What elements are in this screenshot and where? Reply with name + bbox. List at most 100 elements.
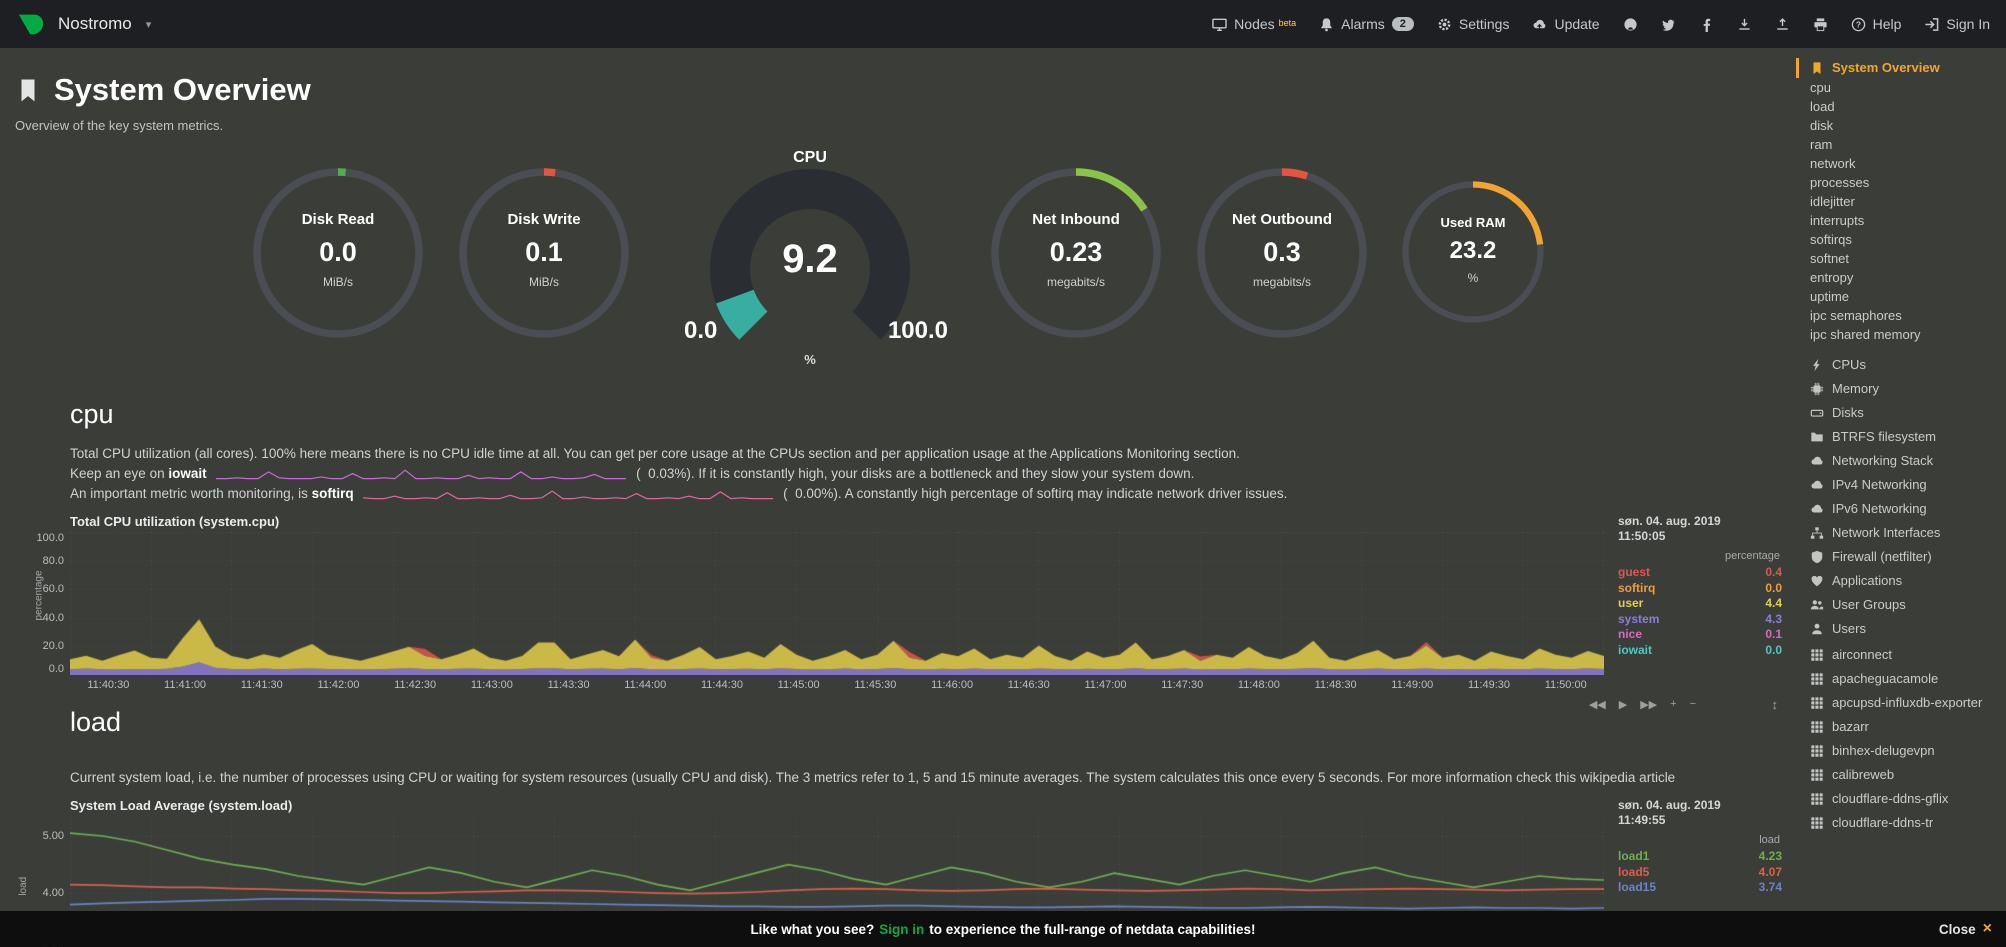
sidebar-section-ipv6-networking[interactable]: IPv6 Networking xyxy=(1796,497,2002,521)
github-button[interactable] xyxy=(1623,17,1638,32)
gauge-disk-write[interactable]: Disk Write 0.1 MiB/s xyxy=(454,163,634,343)
sidebar-item-label: idlejitter xyxy=(1810,193,1855,209)
host-selector[interactable]: Nostromo ▾ xyxy=(16,9,151,39)
sidebar-section-ipv4-networking[interactable]: IPv4 Networking xyxy=(1796,473,2002,497)
legend-row-guest[interactable]: guest 0.4 xyxy=(1618,565,1782,581)
sidebar-item-uptime[interactable]: uptime xyxy=(1796,287,2002,306)
legend-series-value: 4.07 xyxy=(1758,864,1782,879)
legend-row-iowait[interactable]: iowait 0.0 xyxy=(1618,643,1782,659)
facebook-button[interactable] xyxy=(1699,17,1714,32)
shield-icon xyxy=(1810,550,1824,564)
sidebar-item-load[interactable]: load xyxy=(1796,97,2002,116)
sidebar-section-btrfs-filesystem[interactable]: BTRFS filesystem xyxy=(1796,425,2002,449)
x-tick-label: 11:41:00 xyxy=(164,679,207,691)
banner-text: Like what you see? xyxy=(750,921,875,937)
settings-button[interactable]: Settings xyxy=(1437,16,1509,32)
gauge-ring xyxy=(1197,168,1367,338)
sidebar-item-system-overview[interactable]: System Overview xyxy=(1796,58,2002,78)
zoom-in-button[interactable]: + xyxy=(1670,698,1677,710)
gauge-value: 0.1 xyxy=(525,237,563,267)
cloud-update-icon xyxy=(1532,17,1547,32)
y-tick-label: 60.0 xyxy=(42,583,64,596)
gauge-disk-read[interactable]: Disk Read 0.0 MiB/s xyxy=(248,163,428,343)
sidebar-section-networking-stack[interactable]: Networking Stack xyxy=(1796,449,2002,473)
sidebar-app-binhex-delugevpn[interactable]: binhex-delugevpn xyxy=(1796,739,2002,763)
zoom-out-button[interactable]: − xyxy=(1689,698,1696,710)
softirq-sparkline-chart[interactable] xyxy=(363,488,773,501)
sidebar-app-calibreweb[interactable]: calibreweb xyxy=(1796,763,2002,787)
gauge-ring xyxy=(1402,181,1544,323)
update-button[interactable]: Update xyxy=(1532,16,1600,32)
banner-close-button[interactable]: Close × xyxy=(1939,920,1992,938)
sidebar-app-bazarr[interactable]: bazarr xyxy=(1796,715,2002,739)
page-title-text: System Overview xyxy=(54,72,311,107)
sidebar-app-label: bazarr xyxy=(1832,719,1869,734)
nodes-button[interactable]: Nodes beta xyxy=(1212,16,1296,32)
export-button[interactable] xyxy=(1775,17,1790,32)
cpu-chart-canvas[interactable] xyxy=(70,532,1604,675)
sidebar-item-softirqs[interactable]: softirqs xyxy=(1796,230,2002,249)
print-button[interactable] xyxy=(1813,17,1828,32)
sidebar-app-cloudflare-ddns-gflix[interactable]: cloudflare-ddns-gflix xyxy=(1796,787,2002,811)
sidebar-item-entropy[interactable]: entropy xyxy=(1796,268,2002,287)
y-tick-label: 40.0 xyxy=(42,611,64,624)
x-tick-label: 11:45:30 xyxy=(854,679,897,691)
legend-row-system[interactable]: system 4.3 xyxy=(1618,612,1782,628)
help-button[interactable]: Help xyxy=(1851,16,1901,32)
sidebar-section-network-interfaces[interactable]: Network Interfaces xyxy=(1796,521,2002,545)
port-icon xyxy=(1810,526,1824,540)
y-tick-label: 5.00 xyxy=(42,830,64,842)
sidebar-item-interrupts[interactable]: interrupts xyxy=(1796,211,2002,230)
sidebar-section-firewall-netfilter-[interactable]: Firewall (netfilter) xyxy=(1796,545,2002,569)
sidebar-item-disk[interactable]: disk xyxy=(1796,116,2002,135)
legend-series-name: softirq xyxy=(1618,580,1656,595)
alarms-button[interactable]: Alarms 2 xyxy=(1319,16,1414,32)
sidebar-item-idlejitter[interactable]: idlejitter xyxy=(1796,192,2002,211)
resize-handle-icon[interactable]: ↕ xyxy=(1771,697,1779,712)
y-tick-label: 4.00 xyxy=(42,887,64,900)
sidebar-app-airconnect[interactable]: airconnect xyxy=(1796,643,2002,667)
legend-row-load5[interactable]: load5 4.07 xyxy=(1618,865,1782,881)
gauge-net-outbound[interactable]: Net Outbound 0.3 megabits/s xyxy=(1192,163,1372,343)
text: Keep an eye on xyxy=(70,466,169,481)
sidebar-section-user-groups[interactable]: User Groups xyxy=(1796,593,2002,617)
signin-button[interactable]: Sign In xyxy=(1924,16,1990,32)
gauge-used-ram[interactable]: Used RAM 23.2 % xyxy=(1398,177,1548,327)
sidebar-app-label: binhex-delugevpn xyxy=(1832,743,1935,758)
play-button[interactable]: ▶ xyxy=(1618,699,1628,711)
sidebar-section-users[interactable]: Users xyxy=(1796,617,2002,641)
legend-row-load15[interactable]: load15 3.74 xyxy=(1618,880,1782,896)
gauge-cpu[interactable]: CPU 9.2 0.0 100.0 % xyxy=(660,149,960,379)
twitter-button[interactable] xyxy=(1661,17,1676,32)
sidebar-item-cpu[interactable]: cpu xyxy=(1796,78,2002,97)
iowait-sparkline-chart[interactable] xyxy=(216,468,626,481)
sidebar-section-memory[interactable]: Memory xyxy=(1796,377,2002,401)
sidebar-item-ipc-semaphores[interactable]: ipc semaphores xyxy=(1796,306,2002,325)
banner-signin-link[interactable]: Sign in xyxy=(879,921,925,937)
import-button[interactable] xyxy=(1737,17,1752,32)
pan-left-button[interactable]: ◀◀ xyxy=(1588,699,1606,711)
gauge-net-inbound[interactable]: Net Inbound 0.23 megabits/s xyxy=(986,163,1166,343)
gauge-title: Disk Write xyxy=(507,211,581,228)
sidebar-item-ram[interactable]: ram xyxy=(1796,135,2002,154)
gauge-value: 0.3 xyxy=(1263,237,1301,267)
grid-icon xyxy=(1810,648,1824,662)
x-tick-label: 11:46:30 xyxy=(1007,679,1050,691)
sidebar-app-label: cloudflare-ddns-gflix xyxy=(1832,791,1949,806)
legend-row-nice[interactable]: nice 0.1 xyxy=(1618,627,1782,643)
sidebar-item-processes[interactable]: processes xyxy=(1796,173,2002,192)
legend-row-softirq[interactable]: softirq 0.0 xyxy=(1618,581,1782,597)
sidebar-app-apacheguacamole[interactable]: apacheguacamole xyxy=(1796,667,2002,691)
gauge-unit: megabits/s xyxy=(1252,275,1312,289)
legend-row-user[interactable]: user 4.4 xyxy=(1618,596,1782,612)
sidebar-item-softnet[interactable]: softnet xyxy=(1796,249,2002,268)
sidebar-section-disks[interactable]: Disks xyxy=(1796,401,2002,425)
sidebar-item-network[interactable]: network xyxy=(1796,154,2002,173)
pan-right-button[interactable]: ▶▶ xyxy=(1640,699,1658,711)
sidebar-app-cloudflare-ddns-tr[interactable]: cloudflare-ddns-tr xyxy=(1796,811,2002,835)
sidebar-app-apcupsd-influxdb-exporter[interactable]: apcupsd-influxdb-exporter xyxy=(1796,691,2002,715)
legend-row-load1[interactable]: load1 4.23 xyxy=(1618,849,1782,865)
sidebar-item-ipc-shared-memory[interactable]: ipc shared memory xyxy=(1796,325,2002,344)
sidebar-section-applications[interactable]: Applications xyxy=(1796,569,2002,593)
sidebar-section-cpus[interactable]: CPUs xyxy=(1796,353,2002,377)
